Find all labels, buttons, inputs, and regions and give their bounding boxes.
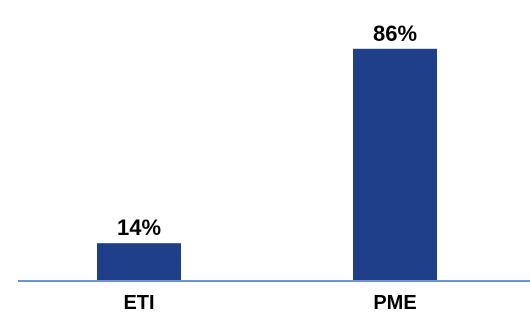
bars-group <box>97 48 437 281</box>
value-labels-group: 14% 86% <box>117 21 417 240</box>
x-tick-label-pme: PME <box>373 292 416 314</box>
bar-eti <box>97 243 181 281</box>
bar-pme <box>353 48 437 281</box>
x-tick-labels-group: ETI PME <box>123 292 416 314</box>
value-label-pme: 86% <box>373 21 417 46</box>
x-tick-label-eti: ETI <box>123 292 154 314</box>
value-label-eti: 14% <box>117 215 161 240</box>
